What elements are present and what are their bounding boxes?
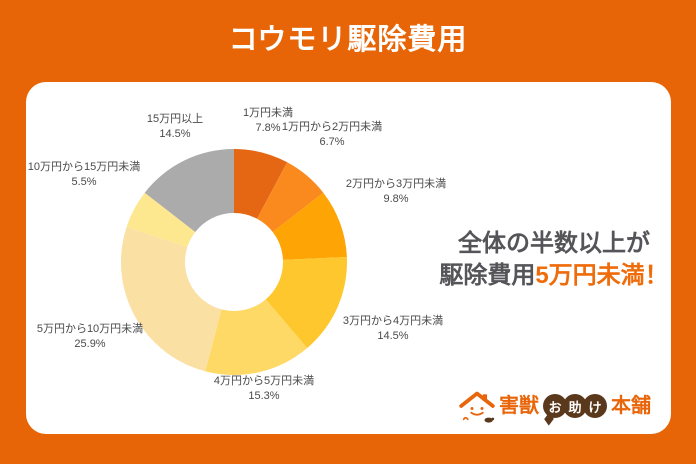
donut-segment-4万円から5万円未満 [205, 299, 308, 376]
donut-segment-3万円から4万円未満 [265, 257, 347, 349]
segment-label-text: 5万円から10万円未満 [36, 323, 144, 335]
summary-line2-highlight: 5万円未満！ [535, 262, 669, 289]
segment-label-50k-100k: 5万円から10万円未満 25.9% [37, 322, 143, 352]
segment-label-text: 10万円から15万円未満 [27, 161, 141, 173]
segment-label-40k-50k: 4万円から5万円未満 15.3% [214, 374, 314, 404]
summary-line1: 全体の半数以上が [457, 230, 650, 257]
segment-percent-text: 14.5% [159, 128, 191, 140]
segment-label-100k-150k: 10万円から15万円未満 5.5% [28, 160, 140, 190]
segment-percent-text: 5.5% [71, 176, 97, 188]
page-title: コウモリ駆除費用 [228, 24, 468, 56]
segment-label-text: 3万円から4万円未満 [342, 315, 444, 327]
summary-line2-prefix: 駆除費用 [439, 262, 536, 289]
house-mascot-icon [459, 391, 495, 423]
segment-label-30k-40k: 3万円から4万円未満 14.5% [343, 314, 443, 344]
segment-label-20k-30k: 2万円から3万円未満 9.8% [346, 177, 446, 207]
summary-line2: 駆除費用5万円未満！ [439, 260, 668, 292]
donut-segment-5万円から10万円未満 [120, 227, 222, 372]
segment-percent-text: 7.8% [255, 122, 281, 134]
segment-label-under-10k: 1万円未満 7.8% [243, 106, 293, 136]
donut-segment-10万円から15万円未満 [126, 192, 196, 247]
segment-label-text: 4万円から5万円未満 [213, 375, 315, 387]
donut-segment-15万円以上 [144, 149, 234, 232]
donut-segment-2万円から3万円未満 [272, 192, 347, 260]
bubble-char: け [583, 394, 607, 418]
segment-label-10k-20k: 1万円から2万円未満 6.7% [282, 120, 382, 150]
infographic-card: 1万円未満 7.8% 1万円から2万円未満 6.7% 2万円から3万円未満 9.… [26, 82, 671, 434]
donut-segment-1万円未満 [234, 149, 288, 219]
segment-label-text: 1万円未満 [242, 107, 294, 119]
donut-chart-svg [120, 149, 347, 376]
segment-label-text: 15万円以上 [146, 113, 204, 125]
segment-percent-text: 6.7% [319, 136, 345, 148]
summary-callout: 全体の半数以上が 駆除費用5万円未満！ [439, 228, 668, 292]
brand-text-honpo: 本舗 [611, 395, 651, 417]
segment-label-over-150k: 15万円以上 14.5% [147, 112, 203, 142]
segment-percent-text: 9.8% [383, 193, 409, 205]
donut-chart [119, 147, 349, 377]
segment-percent-text: 25.9% [74, 338, 106, 350]
segment-percent-text: 14.5% [377, 330, 409, 342]
segment-label-text: 2万円から3万円未満 [345, 178, 447, 190]
brand-bubble-otasuke: お 助 け [543, 394, 607, 418]
donut-segment-1万円から2万円未満 [257, 162, 324, 232]
brand-logo: 害獣 お 助 け 本舗 [457, 384, 651, 428]
segment-label-text: 1万円から2万円未満 [281, 121, 383, 133]
brand-text-gaiju: 害獣 [499, 395, 539, 417]
segment-percent-text: 15.3% [248, 390, 280, 402]
